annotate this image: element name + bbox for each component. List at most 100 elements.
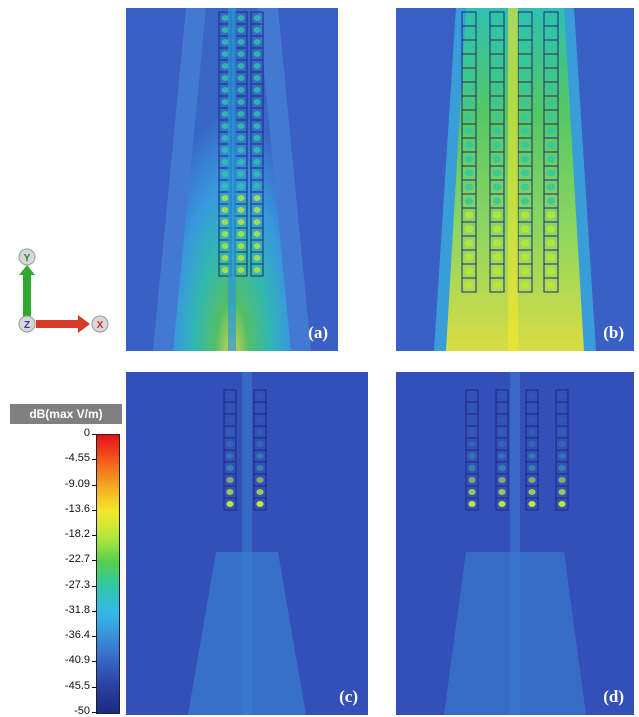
colorbar-tick-mark: [92, 661, 97, 663]
field-hotspot: [253, 15, 261, 21]
field-hotspot: [558, 429, 566, 435]
field-hotspot: [237, 231, 245, 237]
field-hotspot: [237, 15, 245, 21]
field-hotspot: [237, 219, 245, 225]
field-hotspot: [253, 267, 261, 273]
field-hotspot: [256, 453, 264, 459]
field-hotspot: [528, 417, 536, 423]
field-hotspot: [528, 489, 536, 495]
panel-label-b: (b): [603, 323, 624, 342]
field-hotspot: [226, 441, 234, 447]
colorbar-tick-label: -9.09: [64, 477, 90, 490]
field-hotspot: [256, 477, 264, 483]
field-hotspot: [221, 27, 229, 33]
field-hotspot: [237, 195, 245, 201]
field-hotspot: [226, 465, 234, 471]
colorbar: [96, 434, 120, 714]
field-hotspot: [498, 489, 506, 495]
field-hotspot: [253, 159, 261, 165]
unit-cells-c: [223, 389, 267, 511]
field-hotspot: [468, 489, 476, 495]
field-map-c: [126, 372, 368, 715]
field-hotspot: [464, 267, 474, 275]
panel-label-d: (d): [603, 687, 624, 706]
field-hotspot: [546, 211, 556, 219]
field-hotspot: [520, 43, 530, 51]
field-hotspot: [253, 63, 261, 69]
field-hotspot: [558, 393, 566, 399]
field-hotspot: [237, 39, 245, 45]
field-hotspot: [256, 429, 264, 435]
field-hotspot: [546, 99, 556, 107]
field-hotspot: [237, 123, 245, 129]
field-hotspot: [253, 207, 261, 213]
field-hotspot: [498, 417, 506, 423]
field-hotspot: [464, 57, 474, 65]
field-hotspot: [492, 169, 502, 177]
colorbar-tick-label: -4.55: [64, 452, 90, 465]
field-hotspot: [253, 51, 261, 57]
colorbar-tick-mark: [92, 434, 97, 435]
field-hotspot: [520, 15, 530, 23]
field-hotspot: [492, 155, 502, 163]
field-hotspot: [546, 281, 556, 289]
field-hotspot: [468, 393, 476, 399]
field-hotspot: [546, 239, 556, 247]
field-hotspot: [464, 99, 474, 107]
field-hotspot: [221, 219, 229, 225]
field-hotspot: [520, 281, 530, 289]
field-hotspot: [498, 393, 506, 399]
x-arrow-icon: [36, 315, 90, 333]
field-hotspot: [221, 15, 229, 21]
field-hotspot: [546, 15, 556, 23]
field-hotspot: [520, 141, 530, 149]
field-hotspot: [520, 211, 530, 219]
field-hotspot: [226, 393, 234, 399]
unit-cell: [543, 277, 559, 293]
field-hotspot: [468, 501, 476, 507]
field-hotspot: [546, 267, 556, 275]
colorbar-tick-label: -18.2: [64, 528, 90, 541]
field-hotspot: [221, 75, 229, 81]
field-hotspot: [492, 85, 502, 93]
field-hotspot: [237, 171, 245, 177]
field-hotspot: [253, 111, 261, 117]
field-hotspot: [253, 231, 261, 237]
field-hotspot: [221, 255, 229, 261]
field-hotspot: [253, 219, 261, 225]
field-map-d: [396, 372, 634, 715]
field-hotspot: [221, 207, 229, 213]
field-hotspot: [253, 75, 261, 81]
field-hotspot: [253, 27, 261, 33]
field-hotspot: [546, 57, 556, 65]
field-hotspot: [520, 225, 530, 233]
field-hotspot: [558, 417, 566, 423]
field-hotspot: [520, 155, 530, 163]
field-hotspot: [464, 85, 474, 93]
field-hotspot: [237, 87, 245, 93]
field-hotspot: [221, 123, 229, 129]
field-hotspot: [237, 243, 245, 249]
field-hotspot: [468, 477, 476, 483]
field-hotspot: [520, 197, 530, 205]
field-hotspot: [464, 29, 474, 37]
field-hotspot: [256, 393, 264, 399]
field-hotspot: [492, 113, 502, 121]
field-hotspot: [528, 453, 536, 459]
colorbar-tick-label: -22.7: [64, 553, 90, 566]
field-hotspot: [253, 255, 261, 261]
field-hotspot: [492, 225, 502, 233]
field-hotspot: [464, 155, 474, 163]
field-hotspot: [520, 71, 530, 79]
field-hotspot: [520, 183, 530, 191]
field-hotspot: [226, 429, 234, 435]
field-hotspot: [468, 417, 476, 423]
field-hotspot: [237, 207, 245, 213]
field-hotspot: [468, 429, 476, 435]
field-hotspot: [464, 197, 474, 205]
field-hotspot: [237, 111, 245, 117]
colorbar-tick-label: -31.8: [64, 603, 90, 616]
field-hotspot: [498, 465, 506, 471]
field-hotspot: [237, 159, 245, 165]
field-hotspot: [237, 99, 245, 105]
